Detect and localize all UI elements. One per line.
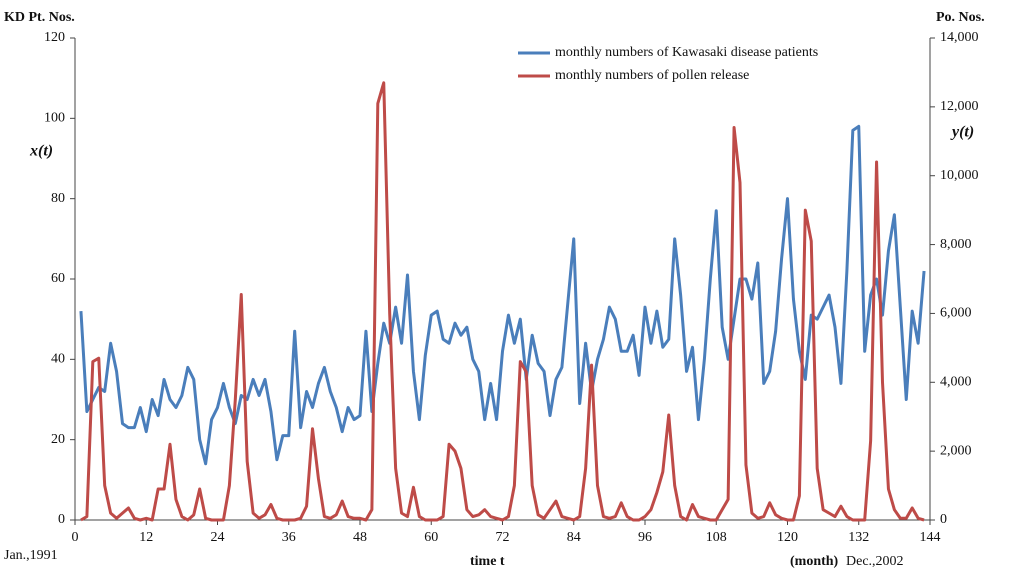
y2-tick-label: 2,000 xyxy=(940,443,972,458)
series-line xyxy=(80,81,925,522)
y2-tick-label: 8,000 xyxy=(940,237,972,252)
x-tick-label: 108 xyxy=(706,530,727,545)
y-tick-label: 120 xyxy=(44,30,65,45)
x-tick-label: 60 xyxy=(424,530,438,545)
series-line xyxy=(79,124,926,466)
x-tick-label: 24 xyxy=(211,530,225,545)
x-tick-label: 72 xyxy=(496,530,510,545)
legend-label: monthly numbers of Kawasaki disease pati… xyxy=(555,45,818,60)
x-start-label: Jan.,1991 xyxy=(4,548,58,563)
y2-axis-label: Po. Nos. xyxy=(936,10,985,25)
x-tick-label: 48 xyxy=(353,530,367,545)
y2-tick-label: 12,000 xyxy=(940,99,979,114)
x-unit: (month) xyxy=(790,554,839,569)
y-tick-label: 40 xyxy=(51,352,65,367)
y-axis-label: KD Pt. Nos. xyxy=(4,10,75,25)
x-end-label: Dec.,2002 xyxy=(846,554,904,569)
y-symbol: x(t) xyxy=(29,143,53,160)
x-tick-label: 120 xyxy=(777,530,798,545)
x-tick-label: 12 xyxy=(139,530,153,545)
x-axis-label: time t xyxy=(470,554,505,569)
y2-tick-label: 0 xyxy=(940,512,947,527)
x-tick-label: 144 xyxy=(920,530,941,545)
x-tick-label: 0 xyxy=(72,530,79,545)
y2-tick-label: 4,000 xyxy=(940,375,972,390)
x-tick-label: 96 xyxy=(638,530,652,545)
y-tick-label: 0 xyxy=(58,512,65,527)
y-tick-label: 20 xyxy=(51,432,65,447)
x-tick-label: 84 xyxy=(567,530,581,545)
y-tick-label: 100 xyxy=(44,111,65,126)
y2-tick-label: 6,000 xyxy=(940,306,972,321)
y-tick-label: 60 xyxy=(51,271,65,286)
x-tick-label: 132 xyxy=(848,530,869,545)
y2-symbol: y(t) xyxy=(950,124,974,141)
x-tick-label: 36 xyxy=(282,530,296,545)
y2-tick-label: 10,000 xyxy=(940,168,979,183)
y-tick-label: 80 xyxy=(51,191,65,206)
legend-label: monthly numbers of pollen release xyxy=(555,68,749,83)
y2-tick-label: 14,000 xyxy=(940,30,979,45)
